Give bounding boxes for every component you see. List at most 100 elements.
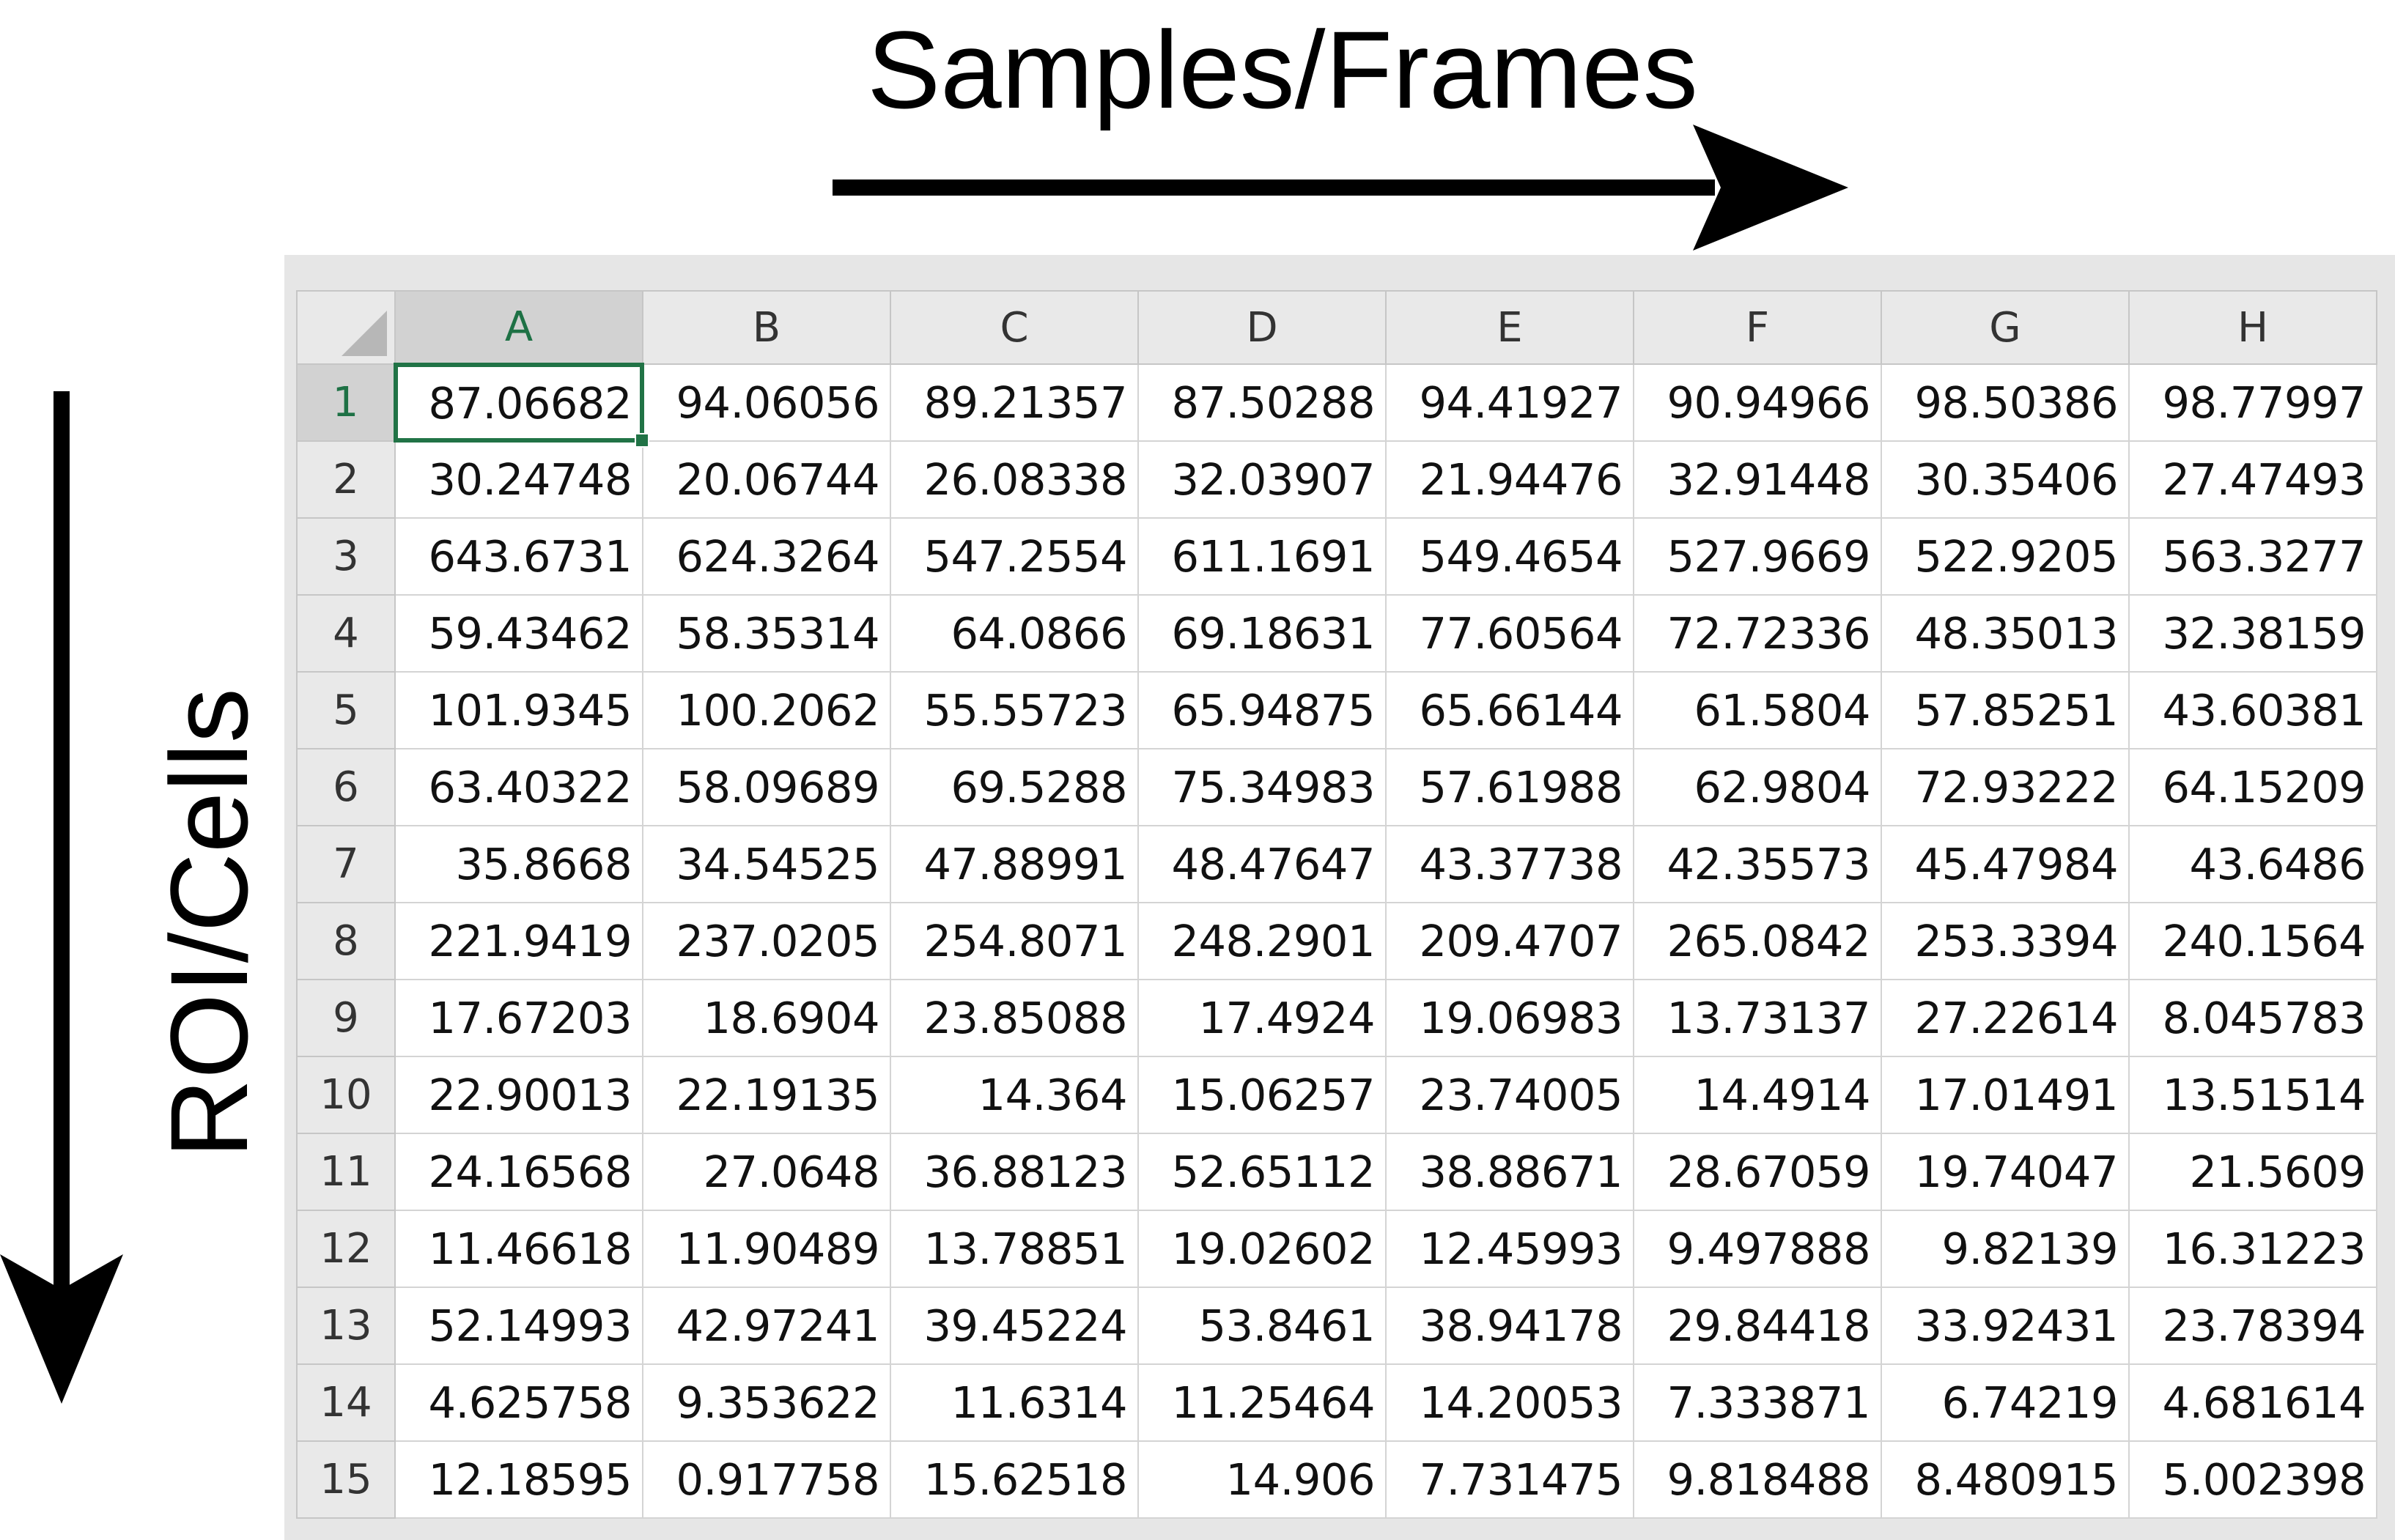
cell-c5[interactable]: 55.55723 (890, 671, 1139, 749)
cell-d14[interactable]: 11.25464 (1137, 1363, 1387, 1442)
cell-e2[interactable]: 21.94476 (1385, 440, 1634, 519)
column-header-d[interactable]: D (1137, 290, 1387, 365)
cell-c7[interactable]: 47.88991 (890, 825, 1139, 903)
cell-d3[interactable]: 611.1691 (1137, 517, 1387, 596)
cell-g5[interactable]: 57.85251 (1881, 671, 2130, 749)
cell-f12[interactable]: 9.497888 (1633, 1210, 1882, 1288)
cell-b2[interactable]: 20.06744 (642, 440, 891, 519)
column-header-f[interactable]: F (1633, 290, 1882, 365)
cell-h4[interactable]: 32.38159 (2128, 594, 2377, 673)
cell-a8[interactable]: 221.9419 (394, 902, 643, 980)
cell-a15[interactable]: 12.18595 (394, 1440, 643, 1519)
cell-c4[interactable]: 64.0866 (890, 594, 1139, 673)
cell-e13[interactable]: 38.94178 (1385, 1287, 1634, 1365)
cell-f7[interactable]: 42.35573 (1633, 825, 1882, 903)
row-header[interactable]: 13 (296, 1287, 396, 1365)
cell-f4[interactable]: 72.72336 (1633, 594, 1882, 673)
row-header[interactable]: 3 (296, 517, 396, 596)
cell-e4[interactable]: 77.60564 (1385, 594, 1634, 673)
row-header[interactable]: 5 (296, 671, 396, 749)
cell-c13[interactable]: 39.45224 (890, 1287, 1139, 1365)
cell-f6[interactable]: 62.9804 (1633, 748, 1882, 826)
cell-c6[interactable]: 69.5288 (890, 748, 1139, 826)
cell-b13[interactable]: 42.97241 (642, 1287, 891, 1365)
cell-g3[interactable]: 522.9205 (1881, 517, 2130, 596)
cell-b11[interactable]: 27.0648 (642, 1133, 891, 1211)
cell-h8[interactable]: 240.1564 (2128, 902, 2377, 980)
cell-e15[interactable]: 7.731475 (1385, 1440, 1634, 1519)
cell-f10[interactable]: 14.4914 (1633, 1056, 1882, 1134)
cell-a11[interactable]: 24.16568 (394, 1133, 643, 1211)
cell-c1[interactable]: 89.21357 (890, 363, 1139, 442)
cell-b14[interactable]: 9.353622 (642, 1363, 891, 1442)
cell-h13[interactable]: 23.78394 (2128, 1287, 2377, 1365)
cell-b1[interactable]: 94.06056 (642, 363, 891, 442)
cell-h2[interactable]: 27.47493 (2128, 440, 2377, 519)
cell-b4[interactable]: 58.35314 (642, 594, 891, 673)
cell-g15[interactable]: 8.480915 (1881, 1440, 2130, 1519)
row-header[interactable]: 15 (296, 1440, 396, 1519)
cell-a10[interactable]: 22.90013 (394, 1056, 643, 1134)
column-header-e[interactable]: E (1385, 290, 1634, 365)
cell-f3[interactable]: 527.9669 (1633, 517, 1882, 596)
cell-a4[interactable]: 59.43462 (394, 594, 643, 673)
select-all-button[interactable] (296, 290, 396, 365)
row-header[interactable]: 4 (296, 594, 396, 673)
cell-d15[interactable]: 14.906 (1137, 1440, 1387, 1519)
cell-c10[interactable]: 14.364 (890, 1056, 1139, 1134)
cell-h12[interactable]: 16.31223 (2128, 1210, 2377, 1288)
cell-e6[interactable]: 57.61988 (1385, 748, 1634, 826)
row-header[interactable]: 2 (296, 440, 396, 519)
cell-c12[interactable]: 13.78851 (890, 1210, 1139, 1288)
cell-e7[interactable]: 43.37738 (1385, 825, 1634, 903)
cell-f9[interactable]: 13.73137 (1633, 979, 1882, 1057)
cell-b5[interactable]: 100.2062 (642, 671, 891, 749)
cell-a9[interactable]: 17.67203 (394, 979, 643, 1057)
cell-d11[interactable]: 52.65112 (1137, 1133, 1387, 1211)
cell-d6[interactable]: 75.34983 (1137, 748, 1387, 826)
cell-a14[interactable]: 4.625758 (394, 1363, 643, 1442)
cell-d9[interactable]: 17.4924 (1137, 979, 1387, 1057)
cell-g6[interactable]: 72.93222 (1881, 748, 2130, 826)
cell-e3[interactable]: 549.4654 (1385, 517, 1634, 596)
cell-a12[interactable]: 11.46618 (394, 1210, 643, 1288)
cell-h6[interactable]: 64.15209 (2128, 748, 2377, 826)
row-header[interactable]: 12 (296, 1210, 396, 1288)
cell-f5[interactable]: 61.5804 (1633, 671, 1882, 749)
row-header[interactable]: 10 (296, 1056, 396, 1134)
cell-d7[interactable]: 48.47647 (1137, 825, 1387, 903)
cell-h14[interactable]: 4.681614 (2128, 1363, 2377, 1442)
cell-f11[interactable]: 28.67059 (1633, 1133, 1882, 1211)
cell-e9[interactable]: 19.06983 (1385, 979, 1634, 1057)
cell-b8[interactable]: 237.0205 (642, 902, 891, 980)
column-header-c[interactable]: C (890, 290, 1139, 365)
cell-e10[interactable]: 23.74005 (1385, 1056, 1634, 1134)
cell-e11[interactable]: 38.88671 (1385, 1133, 1634, 1211)
fill-handle[interactable] (635, 433, 649, 448)
cell-a2[interactable]: 30.24748 (394, 440, 643, 519)
cell-c9[interactable]: 23.85088 (890, 979, 1139, 1057)
cell-h15[interactable]: 5.002398 (2128, 1440, 2377, 1519)
cell-g9[interactable]: 27.22614 (1881, 979, 2130, 1057)
cell-h7[interactable]: 43.6486 (2128, 825, 2377, 903)
cell-g14[interactable]: 6.74219 (1881, 1363, 2130, 1442)
row-header[interactable]: 6 (296, 748, 396, 826)
cell-d5[interactable]: 65.94875 (1137, 671, 1387, 749)
cell-g7[interactable]: 45.47984 (1881, 825, 2130, 903)
cell-e12[interactable]: 12.45993 (1385, 1210, 1634, 1288)
cell-h1[interactable]: 98.77997 (2128, 363, 2377, 442)
column-header-b[interactable]: B (642, 290, 891, 365)
cell-d12[interactable]: 19.02602 (1137, 1210, 1387, 1288)
cell-b12[interactable]: 11.90489 (642, 1210, 891, 1288)
cell-a6[interactable]: 63.40322 (394, 748, 643, 826)
cell-e8[interactable]: 209.4707 (1385, 902, 1634, 980)
cell-g11[interactable]: 19.74047 (1881, 1133, 2130, 1211)
row-header[interactable]: 1 (296, 363, 396, 442)
cell-h10[interactable]: 13.51514 (2128, 1056, 2377, 1134)
row-header[interactable]: 14 (296, 1363, 396, 1442)
row-header[interactable]: 7 (296, 825, 396, 903)
cell-f1[interactable]: 90.94966 (1633, 363, 1882, 442)
cell-a1[interactable]: 87.06682 (394, 363, 649, 448)
cell-b6[interactable]: 58.09689 (642, 748, 891, 826)
cell-b10[interactable]: 22.19135 (642, 1056, 891, 1134)
